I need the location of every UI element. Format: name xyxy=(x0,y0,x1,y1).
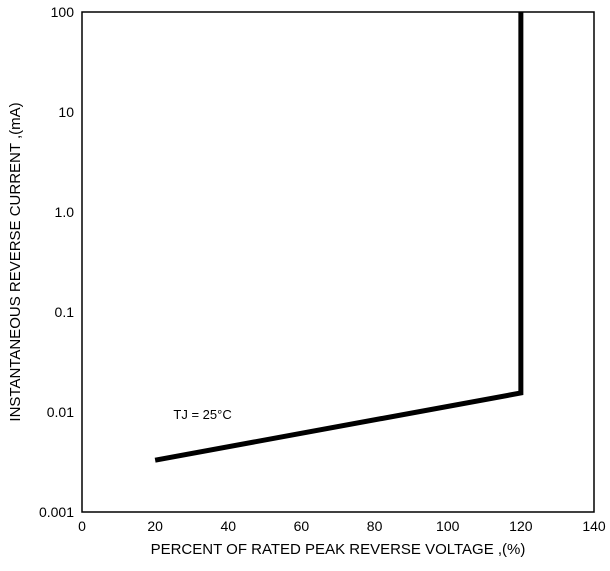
x-tick-label: 60 xyxy=(294,518,310,534)
y-tick-label: 100 xyxy=(51,4,75,20)
y-tick-label: 0.001 xyxy=(39,504,74,520)
y-tick-label: 10 xyxy=(58,104,74,120)
y-axis-title: INSTANTANEOUS REVERSE CURRENT ,(mA) xyxy=(7,102,24,421)
x-tick-label: 140 xyxy=(582,518,606,534)
y-tick-label: 0.01 xyxy=(47,404,74,420)
x-tick-label: 40 xyxy=(220,518,236,534)
x-tick-label: 0 xyxy=(78,518,86,534)
annotation-layer: TJ = 25°C xyxy=(170,407,249,424)
x-tick-label: 100 xyxy=(436,518,460,534)
x-axis-title: PERCENT OF RATED PEAK REVERSE VOLTAGE ,(… xyxy=(151,541,526,558)
x-tick-label: 80 xyxy=(367,518,383,534)
y-tick-label: 1.0 xyxy=(55,204,75,220)
x-tick-label: 20 xyxy=(147,518,163,534)
plot-border xyxy=(81,11,595,513)
annotation-background xyxy=(170,407,249,424)
x-tick-label: 120 xyxy=(509,518,533,534)
y-tick-label: 0.1 xyxy=(55,304,75,320)
reverse-current-series xyxy=(154,12,524,463)
temperature-annotation: TJ = 25°C xyxy=(173,407,231,422)
series-layer xyxy=(154,12,524,463)
plot-area xyxy=(82,12,594,512)
frame-layer xyxy=(81,11,595,513)
ticks-layer: 0 20 40 60 80 100 120 140 0.001 0.01 0.1 1.0 10 100 xyxy=(39,4,606,534)
